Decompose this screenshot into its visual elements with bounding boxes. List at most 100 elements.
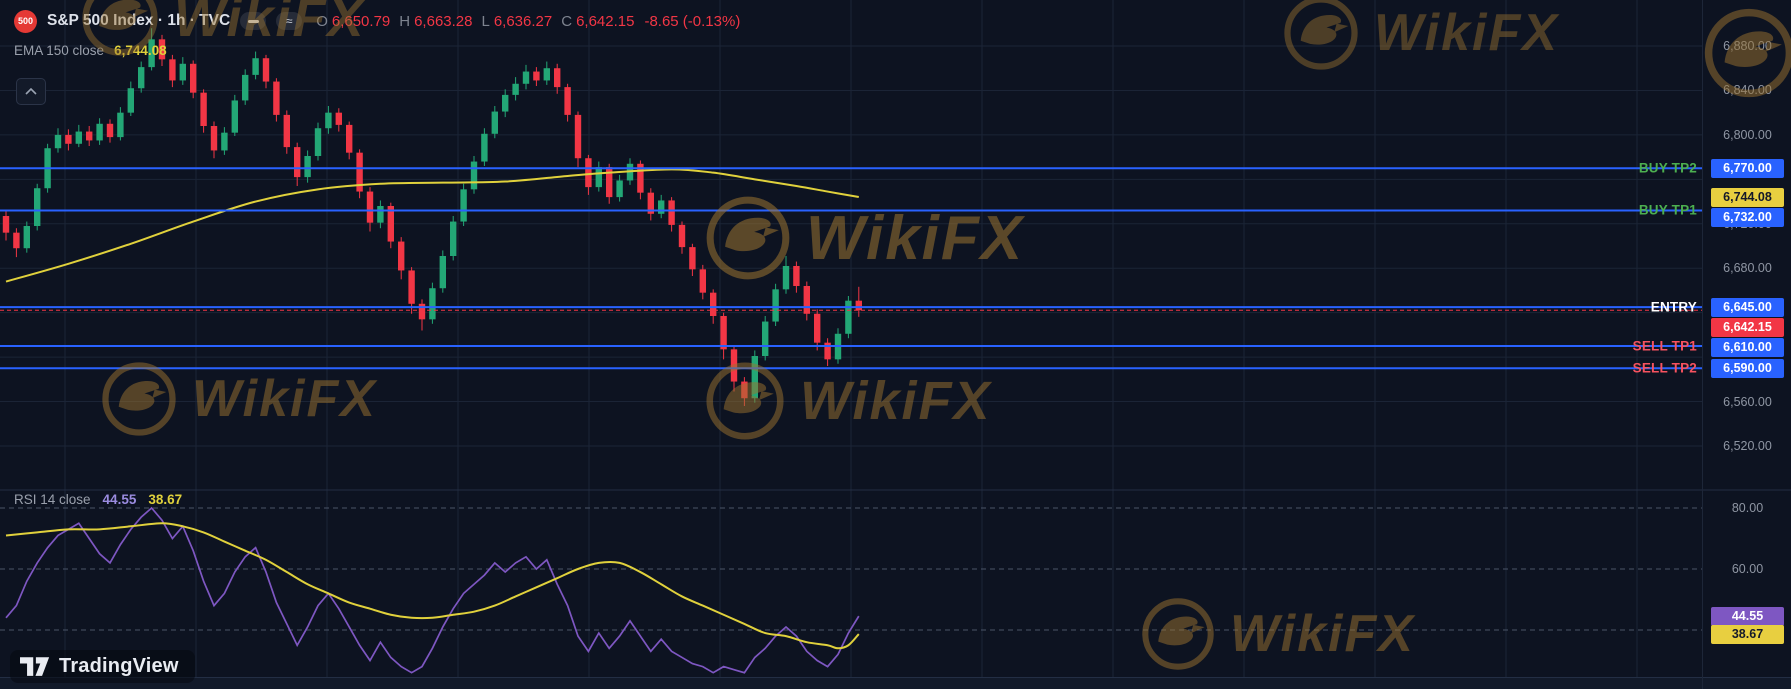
- candle-body: [335, 112, 342, 125]
- candle-body: [710, 292, 717, 316]
- tradingview-brand-text: TradingView: [59, 655, 179, 677]
- candle-body: [106, 123, 114, 138]
- ema-value-badge: 6,744.08: [1711, 187, 1784, 207]
- rsi-tick-label: 60.00: [1731, 562, 1764, 576]
- candle-body: [689, 247, 696, 270]
- candle-body: [2, 216, 10, 233]
- candle-body: [585, 158, 592, 188]
- level-label-buy-tp1[interactable]: BUY TP1: [1638, 202, 1697, 218]
- candle-body: [117, 112, 124, 138]
- candle-body: [252, 58, 259, 75]
- candle-body: [814, 313, 821, 343]
- last-price-badge: 6,642.15: [1711, 317, 1784, 337]
- candle-body: [699, 269, 706, 293]
- price-axis[interactable]: 6,880.006,840.006,800.006,720.006,680.00…: [1702, 0, 1791, 689]
- candle-body: [356, 152, 363, 192]
- level-label-sell-tp2[interactable]: SELL TP2: [1632, 360, 1697, 376]
- candle-body: [741, 381, 748, 399]
- candle-body: [158, 39, 166, 60]
- candle-body: [554, 68, 561, 88]
- candle-body: [803, 286, 810, 314]
- level-label-buy-tp2[interactable]: BUY TP2: [1638, 160, 1697, 176]
- rsi-value-badge: 44.55: [1711, 606, 1784, 626]
- candle-body: [377, 206, 384, 223]
- candle-body: [231, 100, 238, 133]
- chevron-up-icon: [25, 88, 37, 95]
- price-tick-label: 6,680.00: [1723, 261, 1772, 276]
- rsi-ma-value: 38.67: [148, 492, 183, 507]
- candle-body: [730, 349, 738, 382]
- candle-body: [824, 342, 831, 360]
- chart-header: 500 S&P 500 Index · 1h · TVC ≈ O 6,650.7…: [14, 8, 740, 105]
- candle-body: [855, 300, 862, 311]
- high-label: H: [399, 12, 411, 30]
- level-label-entry[interactable]: ENTRY: [1650, 299, 1697, 315]
- tradingview-logo[interactable]: TradingView: [10, 650, 195, 683]
- candle-body: [481, 133, 488, 162]
- candle-body: [273, 81, 280, 115]
- candle-body: [262, 58, 270, 82]
- price-change: -8.65 (-0.13%): [644, 12, 741, 30]
- candle-body: [751, 356, 758, 399]
- symbol-title[interactable]: S&P 500 Index · 1h · TVC: [47, 12, 231, 29]
- candle-body: [200, 92, 207, 126]
- high-value: 6,663.28: [414, 12, 473, 30]
- candle-body: [408, 270, 415, 304]
- candle-body: [283, 114, 290, 148]
- candle-body: [23, 226, 30, 249]
- candle-body: [429, 288, 436, 320]
- candle-body: [304, 156, 311, 178]
- sp500-logo: 500: [14, 9, 37, 33]
- candle-body: [366, 191, 374, 223]
- price-tick-label: 6,840.00: [1723, 83, 1772, 98]
- level-price-badge: 6,590.00: [1711, 358, 1784, 378]
- time-axis[interactable]: [0, 677, 1791, 689]
- candle-body: [606, 167, 613, 198]
- candle-body: [460, 189, 467, 222]
- candle-body: [314, 128, 322, 156]
- level-label-sell-tp1[interactable]: SELL TP1: [1632, 338, 1697, 354]
- candle-body: [564, 87, 571, 115]
- candle-body: [13, 232, 20, 249]
- level-price-badge: 6,770.00: [1711, 158, 1784, 178]
- ohlc-values: O 6,650.79 H 6,663.28 L 6,636.27 C 6,642…: [316, 13, 634, 30]
- collapse-legend-button[interactable]: [16, 78, 46, 105]
- candle-body: [637, 163, 644, 193]
- candle-body: [294, 147, 301, 178]
- chart-style-button[interactable]: [240, 12, 267, 30]
- close-value: 6,642.15: [576, 12, 635, 30]
- candle-body: [169, 59, 176, 81]
- ema-legend[interactable]: EMA 150 close 6,744.08: [14, 43, 740, 58]
- candle-body: [75, 131, 82, 144]
- rsi-line[interactable]: [5, 506, 860, 674]
- candle-body: [491, 111, 498, 134]
- candle-body: [387, 206, 394, 242]
- candle-body: [647, 192, 654, 214]
- rsi-legend[interactable]: RSI 14 close 44.55 38.67: [14, 492, 182, 507]
- tradingview-mark-icon: [20, 656, 50, 676]
- ema-line[interactable]: [5, 168, 859, 283]
- candle-body: [658, 200, 665, 214]
- candle-body: [65, 134, 72, 144]
- candle-body: [439, 256, 446, 289]
- rsi-value: 44.55: [102, 492, 137, 507]
- candle-body: [616, 180, 623, 198]
- candle-body: [398, 241, 405, 271]
- rsi-label: RSI 14 close: [14, 492, 91, 507]
- candle-body: [450, 221, 457, 256]
- candle-body: [502, 94, 509, 112]
- candle-body: [772, 289, 779, 322]
- quick-settings-button[interactable]: ≈: [276, 12, 303, 30]
- candle-body: [793, 266, 800, 286]
- rsi-value-badge: 38.67: [1711, 624, 1784, 644]
- symbol-row: 500 S&P 500 Index · 1h · TVC ≈ O 6,650.7…: [14, 8, 740, 34]
- candle-body: [720, 316, 727, 350]
- candle-body: [325, 112, 332, 129]
- candle-body: [678, 224, 686, 248]
- price-tick-label: 6,560.00: [1723, 394, 1772, 409]
- rsi-ma-line[interactable]: [5, 522, 860, 650]
- close-label: C: [561, 12, 573, 30]
- candle-body: [512, 83, 519, 95]
